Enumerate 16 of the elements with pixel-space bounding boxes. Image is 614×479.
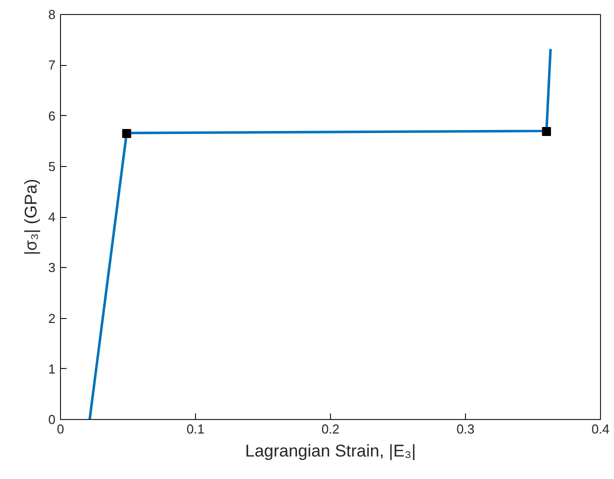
y-tick-label: 4 <box>48 210 56 224</box>
line-series <box>88 48 552 420</box>
x-axis-title: Lagrangian Strain, |E₃| <box>245 442 416 460</box>
y-tick-label: 2 <box>48 310 56 326</box>
y-tick-label: 8 <box>48 7 56 22</box>
x-tick-label: 0.4 <box>591 422 610 436</box>
y-tick-label: 0 <box>48 412 56 427</box>
y-tick-label: 6 <box>48 108 56 124</box>
x-tick-label: 0.1 <box>186 422 205 436</box>
y-tick-label: 3 <box>48 260 56 276</box>
y-tick-label: 7 <box>48 58 56 73</box>
y-axis-title: |σ₃| (GPa) <box>21 178 40 256</box>
y-tick-label: 1 <box>48 361 56 376</box>
x-tick-label: 0.2 <box>321 422 340 436</box>
y-tick-label: 5 <box>48 158 56 174</box>
x-tick-label: 0.3 <box>456 422 475 436</box>
